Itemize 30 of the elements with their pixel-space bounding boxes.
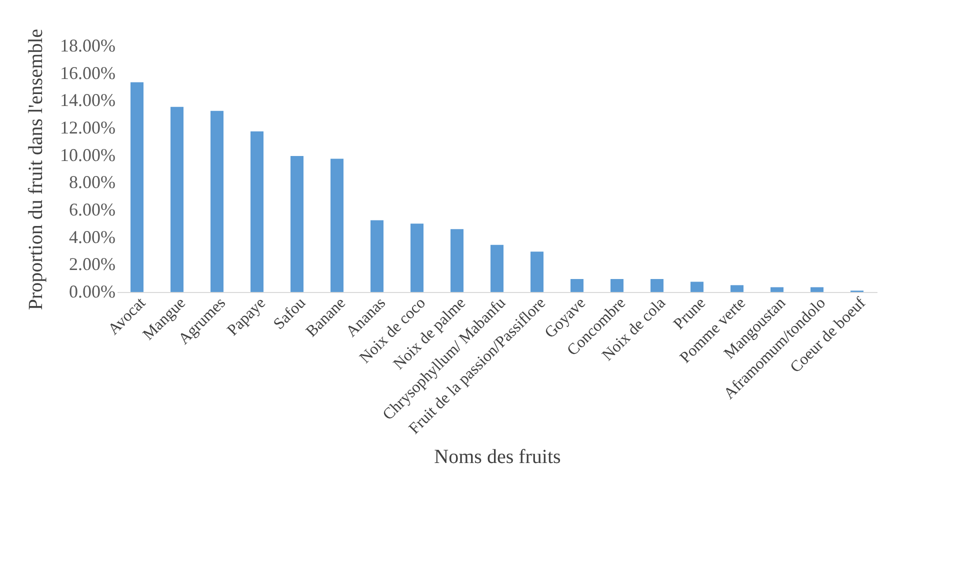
bar: [690, 282, 704, 292]
bar: [370, 220, 384, 292]
bar: [490, 244, 504, 292]
bar: [650, 279, 664, 292]
y-tick-label: 16.00%: [60, 62, 116, 83]
y-tick-label: 10.00%: [60, 144, 116, 165]
bar: [250, 131, 264, 292]
bar: [610, 279, 624, 292]
bar: [410, 224, 424, 292]
y-tick-label: 12.00%: [60, 118, 116, 138]
y-tick-label: 0.00%: [69, 282, 116, 302]
y-tick-label: 18.00%: [60, 36, 116, 56]
bar: [330, 158, 344, 292]
y-axis-title: Proportion du fruit dans l'ensemble: [25, 28, 48, 310]
y-tick-label: 6.00%: [69, 200, 116, 220]
bar: [210, 110, 224, 292]
bar: [770, 287, 784, 292]
y-tick-label: 8.00%: [69, 172, 116, 192]
y-tick-label: 4.00%: [69, 226, 116, 247]
bar: [170, 106, 184, 292]
bar: [130, 82, 144, 292]
bar: [450, 229, 464, 292]
y-tick-label: 14.00%: [60, 90, 116, 110]
bar: [810, 287, 824, 292]
bar: [730, 285, 744, 292]
bar: [570, 279, 584, 292]
bar: [530, 252, 544, 292]
bar: [290, 156, 304, 292]
x-axis-title: Noms des fruits: [434, 446, 562, 468]
y-tick-label: 2.00%: [69, 254, 116, 274]
